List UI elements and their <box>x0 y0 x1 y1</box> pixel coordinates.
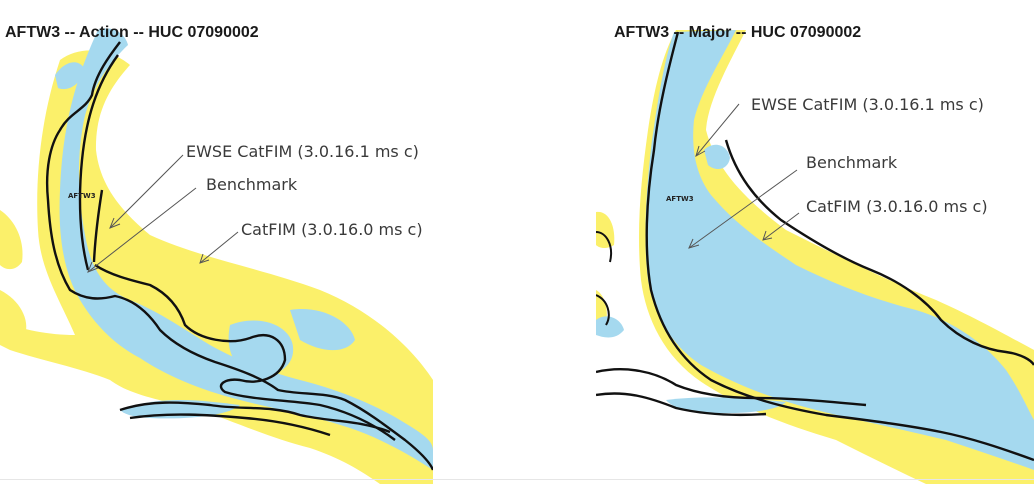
ewse-extent <box>645 30 1034 470</box>
benchmark-leader-line <box>87 187 197 273</box>
benchmark-callout-label: Benchmark <box>806 153 898 172</box>
catfim-callout-label: CatFIM (3.0.16.0 ms c) <box>806 197 988 216</box>
catfim-leader-line <box>762 212 800 241</box>
ewse-extent <box>59 28 433 470</box>
ewse-leader-line <box>695 103 740 157</box>
map-title: AFTW3 -- Major -- HUC 07090002 <box>614 24 862 41</box>
benchmark-outline-inner <box>78 54 396 441</box>
benchmark-leader-arrow <box>87 261 99 273</box>
ewse-callout-label: EWSE CatFIM (3.0.16.1 ms c) <box>186 142 419 161</box>
catfim-callout-label: CatFIM (3.0.16.0 ms c) <box>241 220 423 239</box>
benchmark-outline-right <box>724 139 1034 366</box>
ewse-extent-lower <box>666 397 786 414</box>
catfim-extent-left-patch-2 <box>0 290 27 335</box>
benchmark-outline <box>45 41 433 471</box>
inundation-map-major <box>596 30 1034 484</box>
gauge-site-label: AFTW3 <box>666 195 694 203</box>
benchmark-outline-lower <box>119 401 391 437</box>
ewse-extent-patch-left <box>596 316 624 338</box>
benchmark-leader-arrow <box>688 238 700 249</box>
benchmark-callout-label: Benchmark <box>206 175 298 194</box>
bottom-divider <box>0 479 1034 480</box>
catfim-leader-line <box>199 231 239 264</box>
benchmark-leader-line <box>688 169 798 249</box>
ewse-leader-arrow <box>109 217 121 229</box>
catfim-extent-left-patch <box>0 210 23 270</box>
benchmark-outline-lower <box>596 368 867 417</box>
ewse-callout-label: EWSE CatFIM (3.0.16.1 ms c) <box>751 95 984 114</box>
ewse-extent-loop <box>704 144 730 170</box>
gauge-site-label: AFTW3 <box>68 192 96 200</box>
catfim-extent-left-patch <box>596 211 615 249</box>
map-panel-action: AFTW3 -- Action -- HUC 07090002 AFTW3 EW… <box>0 0 433 484</box>
ewse-extent-lake <box>228 320 294 376</box>
map-title: AFTW3 -- Action -- HUC 07090002 <box>5 24 259 41</box>
catfim-leader-arrow <box>199 253 210 264</box>
inundation-map-action <box>0 28 433 484</box>
map-panel-major: AFTW3 -- Major -- HUC 07090002 AFTW3 EWS… <box>596 0 1034 484</box>
ewse-leader-arrow <box>695 145 706 158</box>
catfim-extent <box>0 50 433 484</box>
ewse-leader-line <box>109 154 184 229</box>
ewse-extent-patch <box>290 309 355 351</box>
ewse-extent-top-patch <box>55 62 85 90</box>
catfim-leader-arrow <box>762 230 773 241</box>
benchmark-outline <box>645 31 1034 462</box>
benchmark-outline-left-patches <box>596 231 612 326</box>
